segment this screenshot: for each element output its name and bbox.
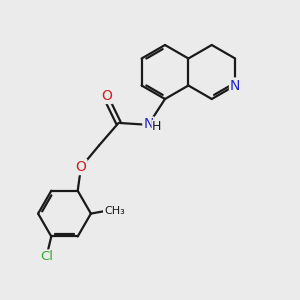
Text: N: N [230, 79, 240, 92]
Text: O: O [76, 160, 86, 174]
Text: CH₃: CH₃ [104, 206, 125, 216]
Text: Cl: Cl [40, 250, 53, 263]
Text: O: O [101, 89, 112, 103]
Text: N: N [143, 118, 154, 131]
Text: H: H [152, 120, 162, 134]
